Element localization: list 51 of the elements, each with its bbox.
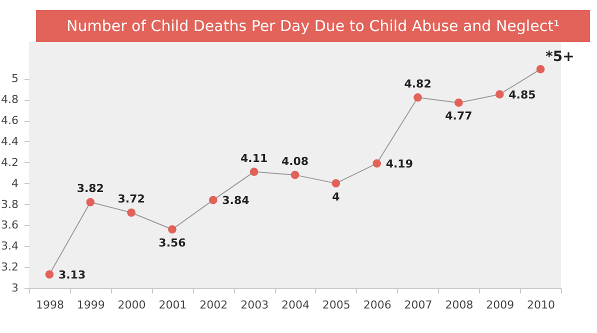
- data-label: *5+: [546, 49, 574, 66]
- point: [332, 179, 340, 188]
- y-tick-label: 4.6: [1, 114, 18, 128]
- point: [86, 198, 95, 206]
- data-label: 4.19: [386, 157, 413, 170]
- data-label: 3.13: [58, 268, 86, 282]
- point: [127, 208, 136, 217]
- x-tick-label: 2006: [363, 298, 392, 312]
- point: [45, 270, 54, 279]
- data-label: 4.85: [508, 88, 536, 102]
- x-tick-label: 2004: [282, 298, 310, 312]
- data-label: 3.56: [158, 236, 186, 250]
- data-label: 4.82: [404, 77, 432, 90]
- point: [536, 65, 545, 74]
- point: [250, 168, 258, 176]
- y-tick-label: 3.6: [1, 218, 18, 232]
- x-tick-label: 2005: [322, 298, 350, 312]
- point: [454, 98, 463, 107]
- y-tick-label: 4: [12, 176, 18, 190]
- y-tick-label: 3.4: [1, 240, 18, 253]
- data-label: 3.72: [118, 192, 145, 206]
- x-tick-label: 1999: [76, 298, 105, 312]
- point: [414, 93, 422, 102]
- data-label: 4.77: [445, 110, 472, 123]
- x-tick-label: 1998: [36, 298, 64, 312]
- x-tick-label: 2007: [404, 298, 432, 312]
- y-tick-label: 4.2: [1, 156, 18, 169]
- x-tick-label: 2000: [118, 298, 146, 312]
- point: [495, 90, 504, 99]
- point: [372, 159, 382, 168]
- data-label: 3.84: [222, 194, 250, 208]
- x-tick-label: 2001: [158, 298, 187, 312]
- point: [290, 170, 300, 180]
- x-tick-label: 2008: [445, 298, 474, 312]
- point: [168, 225, 176, 234]
- x-tick-label: 2010: [527, 298, 556, 312]
- data-label: 4.11: [240, 152, 268, 165]
- data-label: 3.82: [76, 182, 104, 196]
- y-tick-label: 3: [12, 282, 18, 294]
- y-tick-label: 5: [12, 72, 18, 86]
- chart-title: Number of Child Deaths Per Day Due to Child Abuse and Neglect¹: [36, 10, 590, 42]
- data-label: 4.08: [281, 154, 309, 168]
- y-tick-label: 3.2: [1, 260, 18, 274]
- y-tick-label: 3.8: [1, 198, 18, 211]
- point: [208, 196, 218, 204]
- x-tick-label: 2009: [486, 298, 514, 312]
- y-tick-label: 4.4: [1, 134, 18, 148]
- data-label: 4: [332, 190, 340, 204]
- x-tick-label: 2002: [200, 298, 228, 312]
- y-tick-label: 4.8: [1, 93, 18, 106]
- x-tick-label: 2003: [240, 298, 269, 312]
